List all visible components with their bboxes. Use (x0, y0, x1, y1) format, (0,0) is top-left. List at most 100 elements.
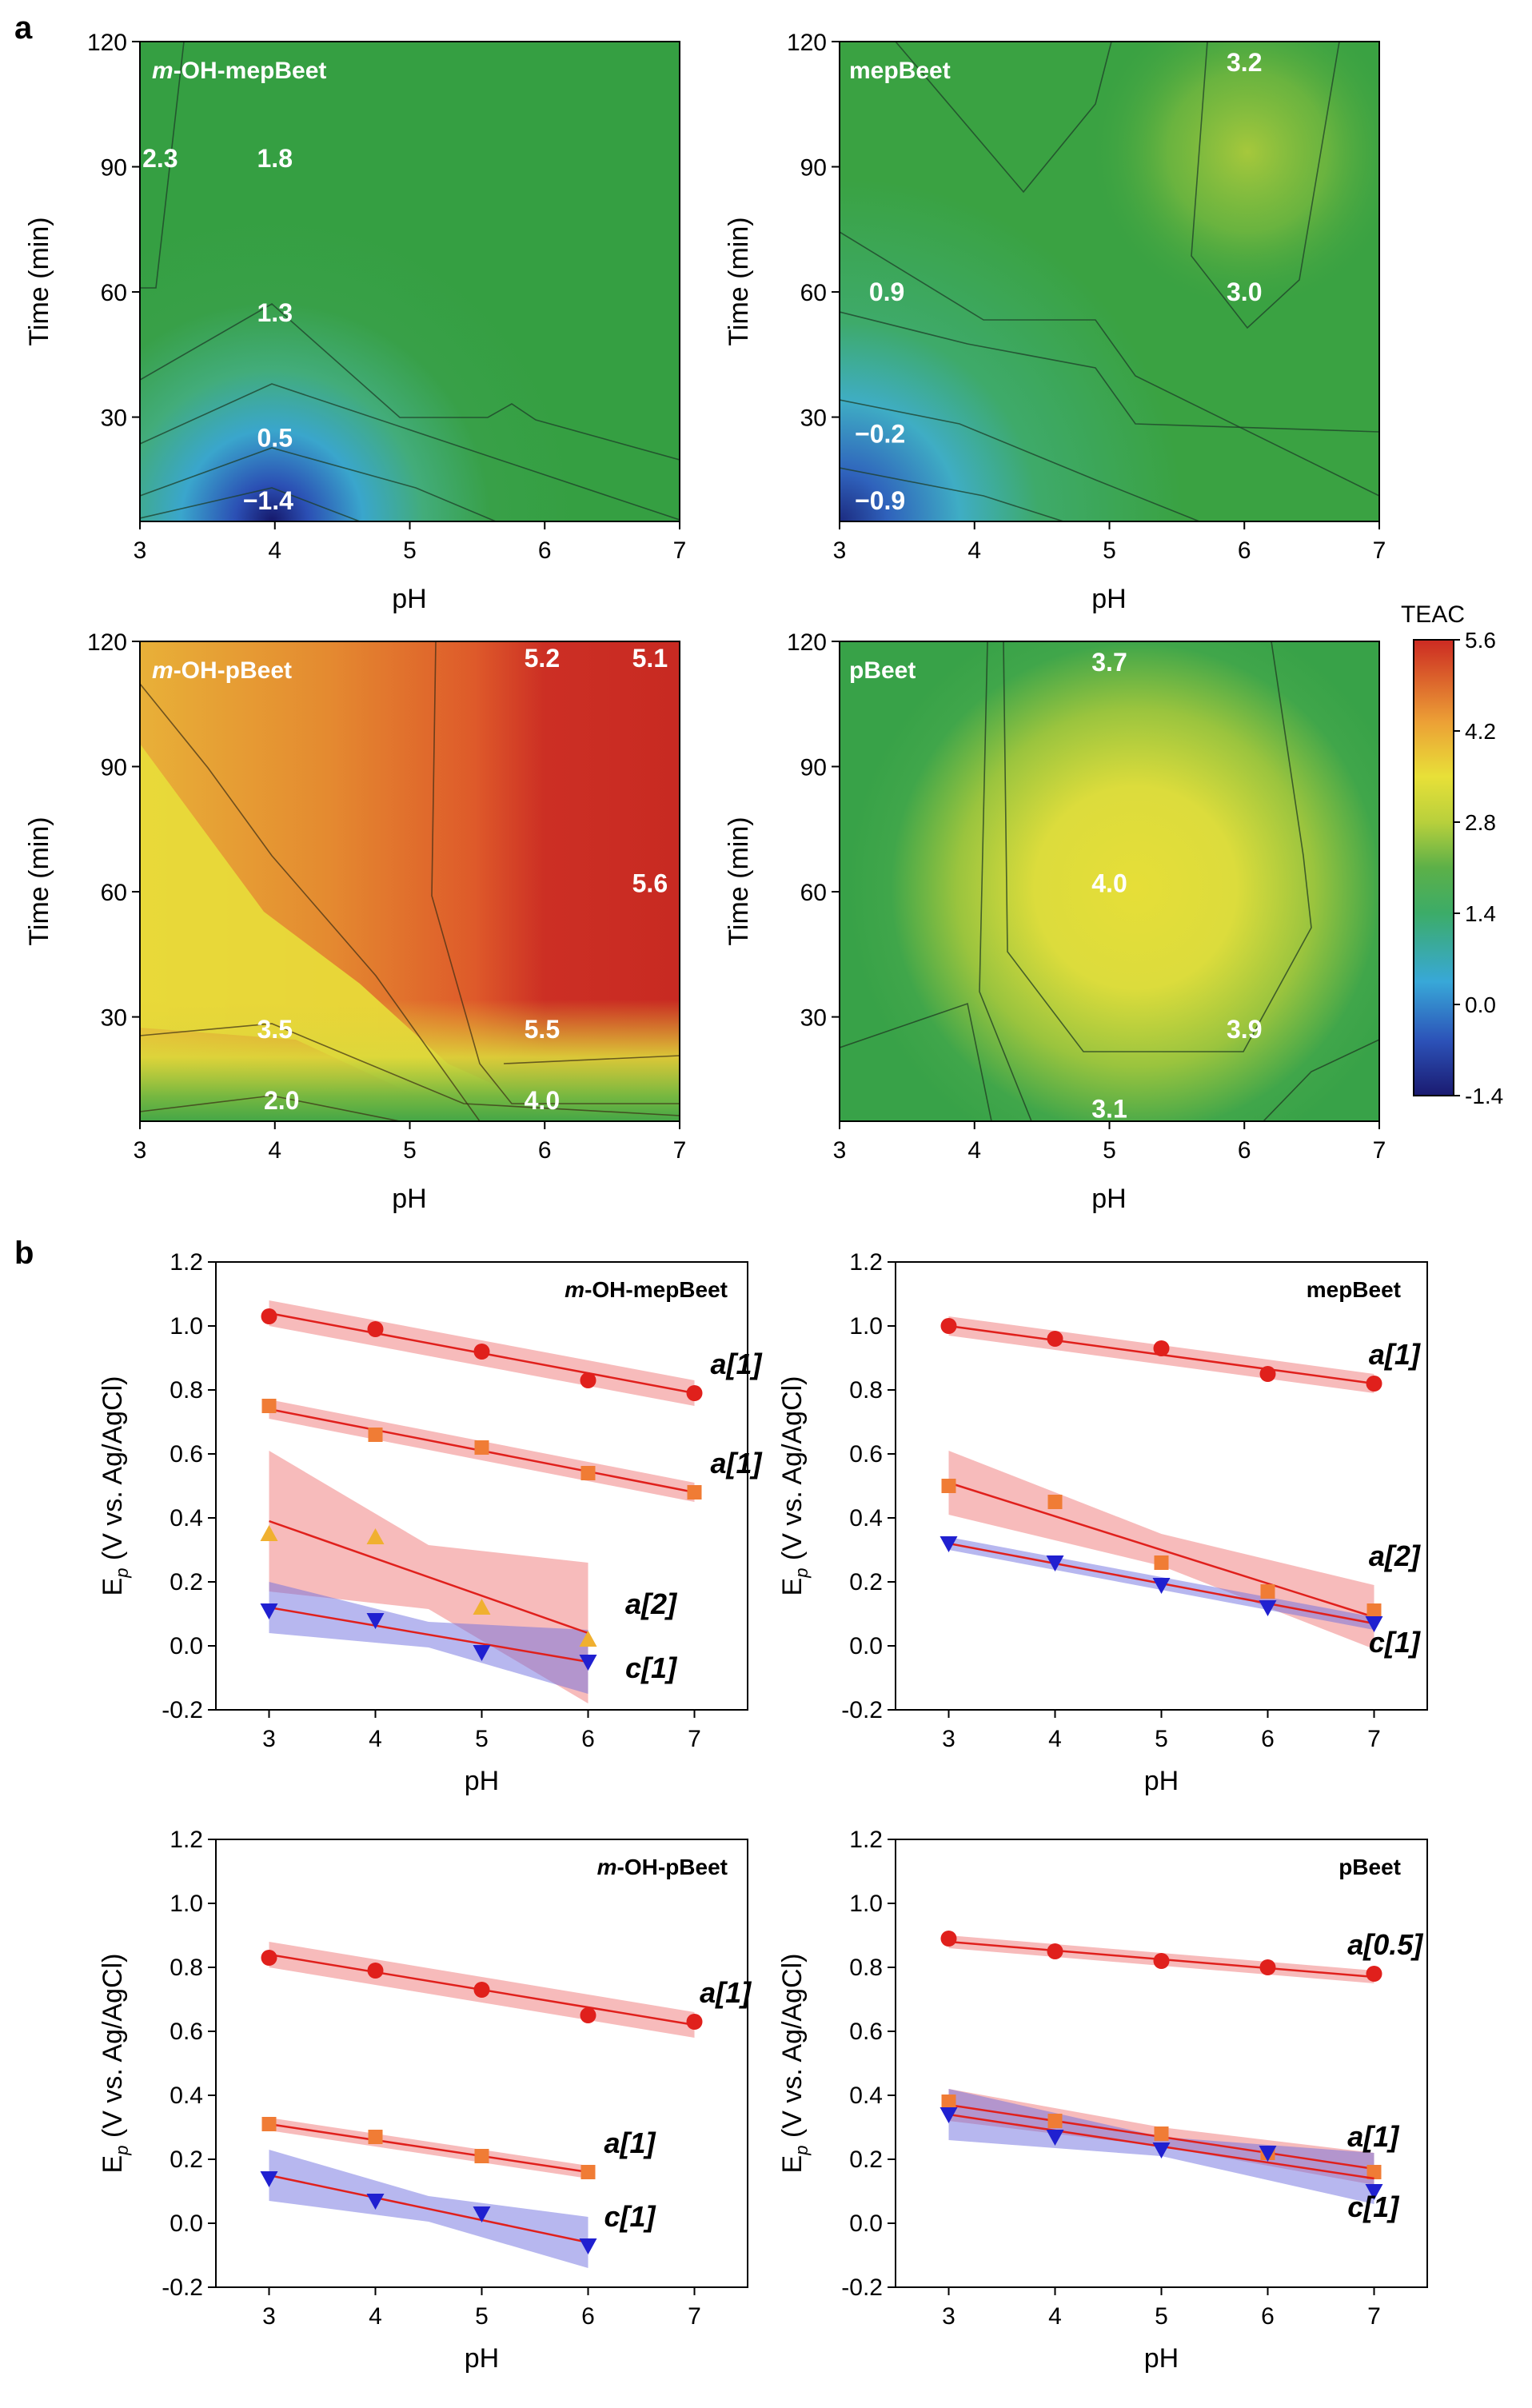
data-point (1259, 1959, 1276, 1975)
contour-label: 1.8 (257, 144, 293, 173)
y-tick-label: -0.2 (841, 1697, 883, 1723)
heatmap-mepbeet: mepBeet 3.2 3.0 0.9 −0.2 −0.9 3 4 5 6 7 30 60 90 12… (724, 30, 1386, 614)
y-tick-label: 90 (101, 755, 127, 781)
contour-lines (840, 641, 1379, 1121)
y-tick-label: 0.4 (170, 2083, 203, 2109)
x-tick-label: 6 (538, 537, 552, 564)
data-point (1365, 1616, 1383, 1632)
heatmap-m-oh-mepbeet: m-OH-mepBeet 2.3 1.8 1.3 0.5 −1.4 3 4 5 6 7 30 60… (24, 30, 686, 614)
data-point (473, 1344, 490, 1360)
data-point (1046, 2130, 1064, 2146)
y-tick-label: 90 (101, 155, 127, 182)
x-tick-label: 5 (1103, 537, 1116, 564)
y-axis-label: Time (min) (724, 217, 754, 345)
fit-line (269, 2122, 588, 2174)
x-tick-label: 5 (403, 1137, 417, 1164)
heatmap-fill (140, 42, 680, 521)
contour-label: −0.2 (855, 419, 905, 448)
x-tick-label: 3 (134, 1137, 147, 1164)
contour-label: 2.0 (264, 1086, 299, 1115)
data-point (1259, 1366, 1276, 1382)
contour-labels: 3.7 4.0 3.9 3.1 (1091, 648, 1262, 1123)
y-tick-label: 1.0 (849, 1313, 883, 1340)
data-point (474, 1440, 489, 1455)
data-point (1152, 1578, 1171, 1594)
data-point (579, 2238, 597, 2254)
data-point (1153, 1340, 1170, 1356)
data-point (368, 2130, 383, 2144)
contour-label: −1.4 (243, 486, 293, 515)
panel-label-b: b (14, 1236, 34, 1271)
y-tick-label: 0.6 (170, 2019, 203, 2045)
confidence-band (269, 1582, 588, 1694)
data-point (1366, 1603, 1382, 1618)
data-point (580, 2165, 596, 2179)
data-point (687, 1485, 702, 1500)
series-label: c[1] (625, 1651, 677, 1684)
y-tick-label: 30 (800, 405, 827, 432)
data-point (261, 1950, 277, 1966)
x-tick-label: 4 (967, 537, 981, 564)
colorbar-tick-label: 0.0 (1465, 992, 1496, 1017)
colorbar-tick-label: 1.4 (1465, 901, 1496, 926)
contour-label: 5.2 (525, 644, 560, 673)
x-tick-label: 6 (581, 2303, 595, 2330)
x-tick-label: 4 (967, 1137, 981, 1164)
y-tick-label: 0.4 (170, 1505, 203, 1531)
x-tick-labels: 3 4 5 6 7 (134, 1121, 686, 1164)
y-tick-label: 30 (101, 1005, 127, 1032)
y-tick-label: 0.8 (170, 1955, 203, 1981)
y-tick-label: 0.2 (170, 2146, 203, 2173)
scatter-m-oh-pbeet: m-OH-pBeet 3 4 5 6 7 -0.2 0.0 0.2 0.4 0.6 0.8 1.0 1.… (98, 1827, 752, 2374)
colorbar: TEAC 5.6 4.2 2.8 1.4 0.0 -1.4 (1401, 601, 1503, 1108)
y-tick-label: 1.2 (849, 1827, 883, 1853)
y-axis-label: Time (min) (724, 817, 754, 945)
data-point (261, 1308, 277, 1324)
contour-label: 3.5 (257, 1015, 293, 1044)
x-tick-label: 6 (1238, 537, 1251, 564)
contour-label: 0.5 (257, 424, 293, 453)
data-point (473, 2206, 491, 2222)
y-tick-label: 1.2 (849, 1249, 883, 1276)
y-tick-label: 120 (87, 30, 127, 56)
data-point (1047, 1495, 1063, 1509)
series-label: a[1] (1347, 2120, 1399, 2153)
x-tick-label: 4 (369, 1726, 382, 1752)
y-axis-label: Time (min) (24, 817, 54, 945)
x-tick-label: 6 (1261, 1726, 1275, 1752)
x-tick-label: 3 (942, 2303, 956, 2330)
y-tick-labels: 30 60 90 120 (787, 30, 840, 432)
x-axis-label: pH (1091, 584, 1126, 614)
y-tick-label: 0.8 (170, 1377, 203, 1404)
x-axis-label: pH (392, 1184, 426, 1214)
contour-labels: 5.2 5.1 5.6 3.5 5.5 2.0 4.0 (257, 644, 668, 1115)
y-tick-label: 1.0 (170, 1891, 203, 1917)
data-point (580, 2007, 596, 2023)
x-axis-label: pH (465, 2343, 499, 2374)
y-tick-label: 0.0 (849, 1633, 883, 1659)
y-tick-label: 120 (87, 629, 127, 656)
fit-line (948, 1481, 1374, 1619)
contour-label: 5.1 (632, 644, 668, 673)
data-point (941, 1479, 956, 1493)
y-tick-label: -0.2 (162, 1697, 203, 1723)
chart-title: m-OH-pBeet (597, 1855, 728, 1879)
data-point (473, 1599, 491, 1615)
x-tick-label: 7 (1373, 537, 1386, 564)
colorbar-gradient (1413, 639, 1454, 1096)
y-tick-label: 1.0 (849, 1891, 883, 1917)
heatmap-highlight (840, 42, 1379, 521)
series-label: a[2] (625, 1587, 677, 1620)
x-tick-label: 7 (1367, 2303, 1381, 2330)
contour-label: 3.9 (1227, 1015, 1262, 1044)
y-axis-label: Ep (V vs. Ag/AgCl) (98, 1376, 132, 1596)
data-point (579, 1655, 597, 1671)
data-point (686, 2014, 703, 2030)
scatter-m-oh-mepbeet: m-OH-mepBeet 3 4 5 6 7 -0.2 0.0 0.2 0.4 0.6 0.8 1.0… (98, 1249, 762, 1796)
data-point (261, 1399, 277, 1413)
y-tick-label: 1.2 (170, 1827, 203, 1853)
data-point (1154, 1555, 1169, 1570)
chart-title: mepBeet (849, 58, 951, 84)
data-point (1154, 2126, 1169, 2141)
y-tick-label: 0.4 (849, 2083, 883, 2109)
